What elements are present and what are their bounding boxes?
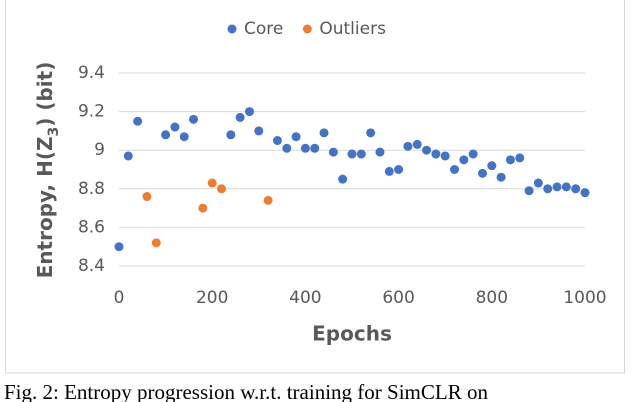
point [347, 149, 357, 159]
point [505, 155, 515, 165]
point [468, 149, 478, 159]
legend-label: Core [244, 19, 283, 39]
point [142, 192, 152, 202]
point [161, 130, 171, 140]
point [552, 182, 562, 192]
point [477, 168, 487, 178]
x-tick-label: 800 [476, 288, 508, 308]
x-tick-label: 1000 [563, 288, 606, 308]
point [310, 143, 320, 153]
y-axis-title: Entropy, H(Z3) (bit) [33, 62, 63, 279]
point [403, 141, 413, 151]
point [580, 188, 590, 198]
point [263, 195, 273, 205]
point [282, 143, 292, 153]
y-tick-label: 8.8 [78, 179, 105, 199]
point [300, 143, 310, 153]
point [328, 147, 338, 157]
point [179, 132, 189, 142]
point [189, 114, 199, 124]
point [235, 112, 245, 122]
y-tick-label: 9.4 [78, 63, 105, 83]
point [412, 139, 422, 149]
point [431, 149, 441, 159]
point [561, 182, 571, 192]
chart-frame [5, 0, 625, 374]
point [244, 107, 254, 117]
x-axis-title: Epochs [312, 322, 392, 346]
y-tick-label: 8.4 [78, 256, 105, 276]
point [496, 172, 506, 182]
x-tick-label: 600 [382, 288, 414, 308]
point [356, 149, 366, 159]
point [543, 184, 553, 194]
y-tick-label: 8.6 [78, 217, 105, 237]
point [440, 151, 450, 161]
y-axis-title-main: Entropy, H(Z [33, 137, 57, 279]
point [338, 174, 348, 184]
x-tick-label: 0 [114, 288, 125, 308]
point [450, 165, 460, 174]
x-tick-label: 400 [289, 288, 321, 308]
point [198, 203, 208, 213]
point [133, 116, 143, 126]
y-axis-title-suffix: ) (bit) [33, 62, 57, 127]
legend-marker [227, 24, 237, 34]
x-tick-label: 200 [196, 288, 228, 308]
point [291, 132, 301, 142]
legend-marker [302, 24, 312, 34]
point [319, 128, 329, 138]
point [394, 165, 404, 174]
point [422, 145, 432, 155]
y-tick-label: 9.2 [78, 102, 105, 122]
point [272, 136, 282, 146]
point [207, 178, 217, 188]
point [487, 161, 497, 171]
point [459, 155, 469, 165]
legend-label: Outliers [319, 19, 386, 39]
point [114, 242, 124, 252]
point [217, 184, 227, 194]
point [571, 184, 581, 194]
point [524, 186, 534, 196]
point [533, 178, 543, 188]
point [123, 151, 133, 161]
y-tick-label: 9 [94, 140, 105, 160]
y-axis-title-sub: 3 [46, 127, 62, 137]
point [170, 122, 180, 132]
caption: Fig. 2: Entropy progression w.r.t. train… [4, 380, 488, 402]
point [151, 238, 161, 248]
point [375, 147, 385, 157]
point [366, 128, 376, 138]
point [384, 166, 394, 176]
point [254, 126, 264, 136]
point [515, 153, 525, 163]
point [226, 130, 236, 140]
